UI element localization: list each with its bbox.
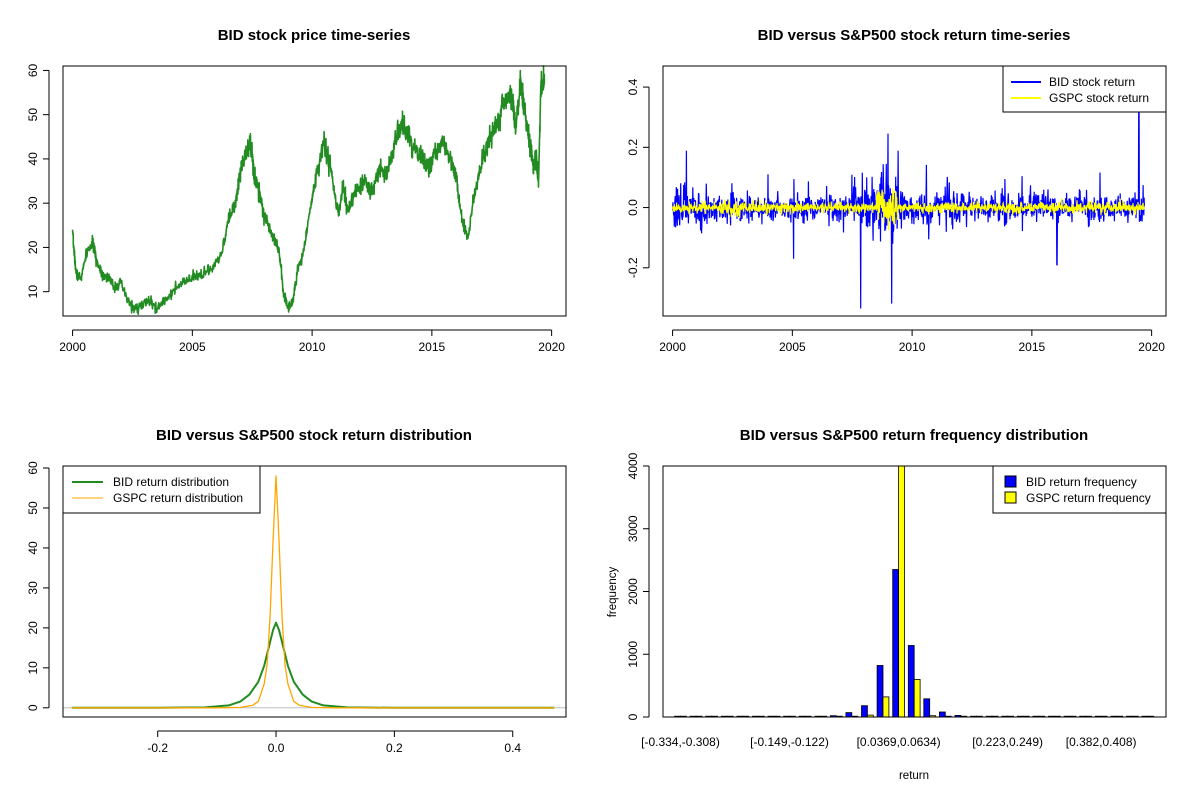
axes-ticks: 2000 2005 2010 2015 2020 -0.2 0.0 0.2 0.4 — [626, 78, 1165, 354]
y-tick-label: 1000 — [626, 641, 640, 668]
x-tick-label: [-0.149,-0.122) — [750, 735, 829, 749]
y-tick-label: 30 — [26, 196, 40, 210]
x-tick-label: 2020 — [1138, 340, 1165, 354]
bid-bar — [876, 665, 884, 718]
y-tick-label: 0 — [26, 704, 40, 711]
x-tick-label: [0.0369,0.0634) — [857, 735, 941, 749]
y-tick-label: 0.0 — [626, 199, 640, 216]
y-tick-label: 10 — [26, 661, 40, 675]
y-tick-label: 50 — [26, 108, 40, 122]
legend-label: BID stock return — [1049, 75, 1135, 89]
bid-bar — [861, 705, 868, 718]
bid-bar — [923, 698, 931, 718]
plot-frame — [662, 65, 1167, 317]
legend-box — [1002, 65, 1167, 113]
legend-box — [62, 465, 261, 514]
plot-frame — [62, 465, 567, 718]
y-tick-label: 20 — [26, 240, 40, 254]
chart-title: BID stock price time-series — [218, 27, 411, 44]
y-tick-label: 40 — [26, 541, 40, 555]
return-series — [672, 107, 1145, 309]
y-tick-label: 0.2 — [626, 139, 640, 156]
y-tick-label: 60 — [26, 461, 40, 475]
bid-density-curve — [71, 621, 555, 709]
x-tick-label: 2010 — [299, 340, 326, 354]
y-tick-label: 4000 — [626, 452, 640, 479]
plot-frame — [62, 65, 567, 317]
x-tick-label: 2005 — [179, 340, 206, 354]
legend-swatch — [1004, 491, 1017, 504]
bid-bar — [892, 569, 900, 718]
x-tick-label: 0.4 — [504, 741, 521, 755]
panel-return-timeseries: BID versus S&P500 stock return time-seri… — [626, 27, 1167, 354]
gspc-return-line — [672, 188, 1145, 231]
gspc-density-curve — [71, 475, 555, 709]
x-tick-label: 2015 — [419, 340, 446, 354]
legend-label: GSPC return frequency — [1026, 491, 1151, 505]
bid-bar — [907, 645, 915, 718]
gspc-bar — [882, 696, 890, 718]
legend-box — [992, 465, 1167, 514]
y-axis-label: frequency — [607, 567, 619, 618]
y-tick-label: 0.4 — [626, 78, 640, 95]
axes-ticks: 2000 2005 2010 2015 2020 10 20 30 40 50 60 — [26, 63, 565, 354]
chart-title: BID versus S&P500 stock return time-seri… — [758, 27, 1071, 44]
gspc-bar — [913, 679, 921, 718]
x-tick-label: 2005 — [779, 340, 806, 354]
legend: BID return distribution GSPC return dist… — [62, 465, 261, 514]
x-tick-label: -0.2 — [147, 741, 168, 755]
x-tick-label: [0.382,0.408) — [1066, 735, 1137, 749]
y-tick-label: -0.2 — [626, 257, 640, 278]
x-tick-label: 2015 — [1019, 340, 1046, 354]
panel-return-density: BID versus S&P500 stock return distribut… — [26, 427, 567, 755]
y-tick-label: 2000 — [626, 578, 640, 605]
panel-frequency-histogram: BID versus S&P500 return frequency distr… — [607, 427, 1167, 782]
legend-label: BID return frequency — [1026, 475, 1137, 489]
x-tick-label: [-0.334,-0.308) — [641, 735, 720, 749]
density-curves — [71, 475, 555, 709]
y-tick-label: 60 — [26, 63, 40, 77]
chart-title: BID versus S&P500 return frequency distr… — [740, 427, 1088, 444]
axes-ticks: -0.2 0.0 0.2 0.4 0 10 20 30 40 50 60 — [26, 461, 521, 755]
y-tick-label: 30 — [26, 581, 40, 595]
bid-bar — [939, 711, 946, 718]
y-tick-label: 20 — [26, 621, 40, 635]
x-tick-label: 2000 — [659, 340, 686, 354]
gspc-bar — [898, 465, 905, 718]
x-tick-label: [0.223,0.249) — [972, 735, 1043, 749]
chart-title: BID versus S&P500 stock return distribut… — [156, 427, 472, 444]
axes-ticks: [-0.334,-0.308) [-0.149,-0.122) [0.0369,0.… — [626, 452, 1137, 749]
x-tick-label: 0.2 — [386, 741, 403, 755]
x-tick-label: 0.0 — [268, 741, 285, 755]
panel-price-timeseries: BID stock price time-series 2000 2005 2010… — [26, 27, 567, 354]
legend-label: GSPC stock return — [1049, 91, 1149, 105]
plot-frame — [662, 465, 1167, 718]
price-line — [71, 65, 546, 316]
price-series — [71, 65, 546, 316]
y-tick-label: 10 — [26, 285, 40, 299]
y-tick-label: 0 — [626, 713, 640, 720]
legend: BID stock return GSPC stock return — [1002, 65, 1167, 113]
y-tick-label: 40 — [26, 152, 40, 166]
x-tick-label: 2000 — [59, 340, 86, 354]
x-tick-label: 2010 — [899, 340, 926, 354]
x-axis-label: return — [899, 770, 929, 782]
legend-label: GSPC return distribution — [113, 491, 243, 505]
y-tick-label: 50 — [26, 501, 40, 515]
legend-label: BID return distribution — [113, 475, 229, 489]
bid-bar — [845, 712, 853, 718]
legend-swatch — [1004, 475, 1017, 488]
x-tick-label: 2020 — [538, 340, 565, 354]
y-tick-label: 3000 — [626, 515, 640, 542]
legend: BID return frequency GSPC return frequen… — [992, 465, 1167, 514]
